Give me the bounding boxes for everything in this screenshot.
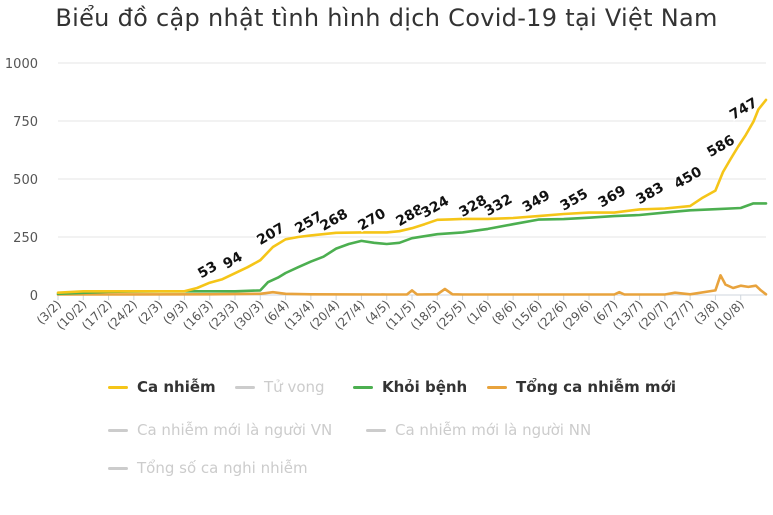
data-label: 369 bbox=[596, 183, 629, 211]
y-tick-label: 1000 bbox=[5, 57, 38, 72]
legend-item[interactable]: Tổng số ca nghi nhiễm bbox=[108, 459, 308, 477]
y-tick-label: 750 bbox=[13, 115, 38, 130]
legend-item[interactable]: Ca nhiễm mới là người VN bbox=[108, 421, 332, 439]
data-label: 450 bbox=[671, 164, 705, 193]
legend-swatch bbox=[353, 385, 373, 389]
legend-swatch bbox=[108, 385, 128, 389]
legend-label: Ca nhiễm bbox=[137, 378, 216, 396]
data-label: 355 bbox=[558, 186, 591, 214]
legend-swatch bbox=[108, 428, 128, 432]
data-label: 53 bbox=[195, 258, 220, 282]
legend-swatch bbox=[235, 385, 255, 389]
data-label: 270 bbox=[355, 206, 389, 235]
x-tick-label: (1/6) bbox=[464, 297, 494, 327]
legend-swatch bbox=[366, 428, 386, 432]
data-label: 383 bbox=[634, 179, 667, 207]
y-tick-label: 0 bbox=[30, 289, 38, 304]
legend-item[interactable]: Ca nhiễm bbox=[108, 378, 216, 396]
series-line-0 bbox=[56, 98, 768, 295]
data-label: 349 bbox=[520, 187, 553, 215]
legend-label: Khỏi bệnh bbox=[382, 378, 468, 396]
legend-item[interactable]: Tử vong bbox=[235, 378, 325, 396]
series-line-3 bbox=[56, 273, 768, 296]
x-tick-label: (2/3) bbox=[135, 297, 165, 327]
legend-label: Tử vong bbox=[264, 378, 325, 396]
y-tick-label: 500 bbox=[13, 173, 38, 188]
legend-swatch bbox=[108, 466, 128, 470]
legend-item[interactable]: Tổng ca nhiễm mới bbox=[487, 378, 676, 396]
data-label: 324 bbox=[419, 193, 453, 222]
series-line-2 bbox=[56, 202, 768, 296]
legend-swatch bbox=[487, 385, 507, 389]
data-label: 207 bbox=[254, 220, 287, 248]
y-tick-label: 250 bbox=[13, 231, 38, 246]
legend-label: Ca nhiễm mới là người VN bbox=[137, 421, 333, 439]
legend-label: Tổng ca nhiễm mới bbox=[516, 378, 677, 396]
legend-label: Ca nhiễm mới là người NN bbox=[395, 421, 592, 439]
chart-title: Biểu đồ cập nhật tình hình dịch Covid-19… bbox=[55, 4, 718, 32]
data-label: 268 bbox=[317, 206, 350, 234]
legend-item[interactable]: Ca nhiễm mới là người NN bbox=[366, 421, 591, 439]
data-label: 332 bbox=[482, 191, 515, 219]
legend-label: Tổng số ca nghi nhiễm bbox=[137, 459, 308, 477]
legend-item[interactable]: Khỏi bệnh bbox=[353, 378, 467, 396]
